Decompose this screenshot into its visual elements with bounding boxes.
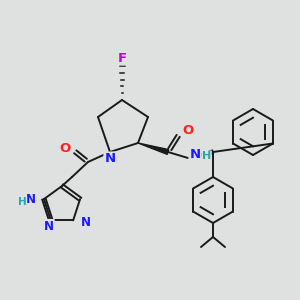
Text: N: N bbox=[44, 220, 54, 233]
Text: H: H bbox=[202, 151, 211, 161]
Text: N: N bbox=[104, 152, 116, 166]
Polygon shape bbox=[188, 150, 214, 158]
Text: O: O bbox=[182, 124, 194, 137]
Text: N: N bbox=[189, 148, 201, 160]
Text: F: F bbox=[117, 52, 127, 64]
Text: N: N bbox=[26, 193, 36, 206]
Text: O: O bbox=[59, 142, 70, 154]
Polygon shape bbox=[138, 143, 169, 154]
Text: H: H bbox=[18, 197, 26, 207]
Text: N: N bbox=[81, 216, 91, 229]
